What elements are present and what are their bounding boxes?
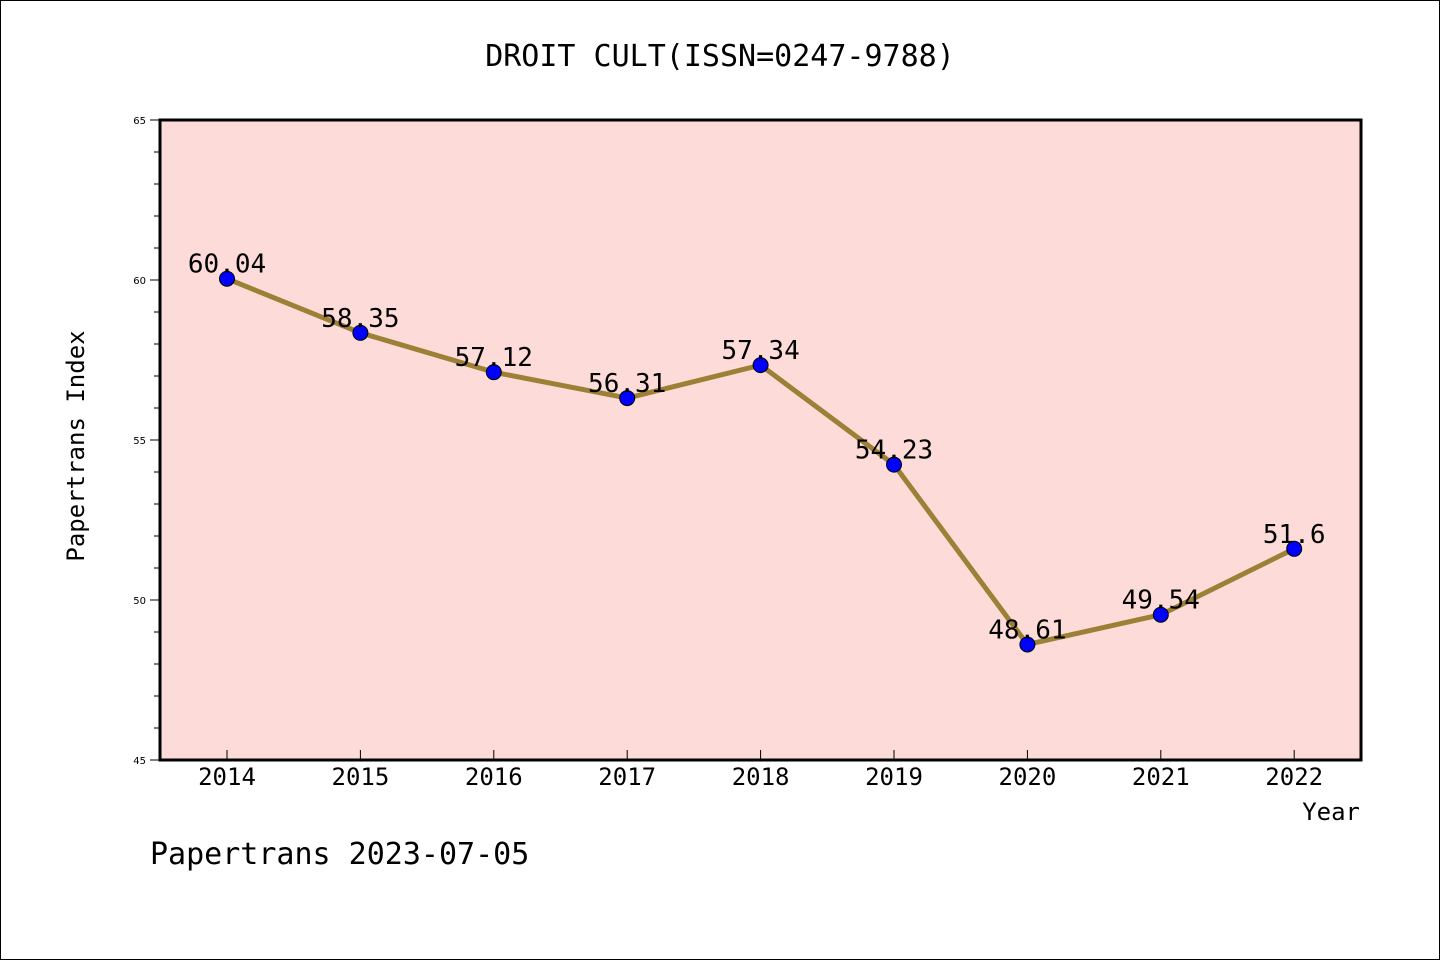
data-point [1152,606,1169,623]
x-tick-label: 2016 [465,763,523,791]
x-tick-label: 2021 [1132,763,1190,791]
data-label: 56.31 [588,369,666,399]
plot-area [158,118,1363,762]
data-label: 58.35 [321,304,399,334]
series-layer [219,270,1303,653]
data-label: 54.23 [855,436,933,466]
chart-title: DROIT CULT(ISSN=0247-9788) [485,39,955,74]
data-label: 57.34 [721,336,799,366]
x-tick-label: 2022 [1265,763,1323,791]
data-label: 48.61 [988,615,1066,645]
y-axis: 45 50 55 60 65 [133,116,160,767]
x-axis: 2014 2015 2016 2017 2018 2019 2020 2021 2022 [198,750,1323,791]
y-axis-label: Papertrans Index [62,330,90,561]
data-point [485,364,502,381]
x-tick-label: 2018 [732,763,790,791]
data-point [352,324,369,341]
data-label: 51.6 [1263,520,1326,550]
y-tick-label: 55 [133,436,146,447]
x-tick-label: 2017 [598,763,656,791]
data-label: 60.04 [188,250,266,280]
data-label: 49.54 [1122,586,1200,616]
x-tick-label: 2020 [999,763,1057,791]
x-tick-label: 2014 [198,763,256,791]
y-tick-label: 60 [133,276,146,287]
data-labels: 60.04 58.35 57.12 56.31 57.34 54.23 48.61 49.54… [188,250,1326,646]
y-tick-label: 45 [133,756,146,767]
y-tick-label: 65 [133,116,146,127]
data-point [1286,540,1303,557]
data-point [619,390,636,407]
x-tick-label: 2015 [332,763,390,791]
x-tick-label: 2019 [865,763,923,791]
data-label: 57.12 [455,343,533,373]
data-point [1019,636,1036,653]
data-point [219,270,235,287]
y-tick-label: 50 [133,596,146,607]
data-point [752,357,769,374]
x-axis-label: Year [1302,798,1360,826]
data-point [886,456,902,473]
footer-text: Papertrans 2023-07-05 [150,837,529,872]
